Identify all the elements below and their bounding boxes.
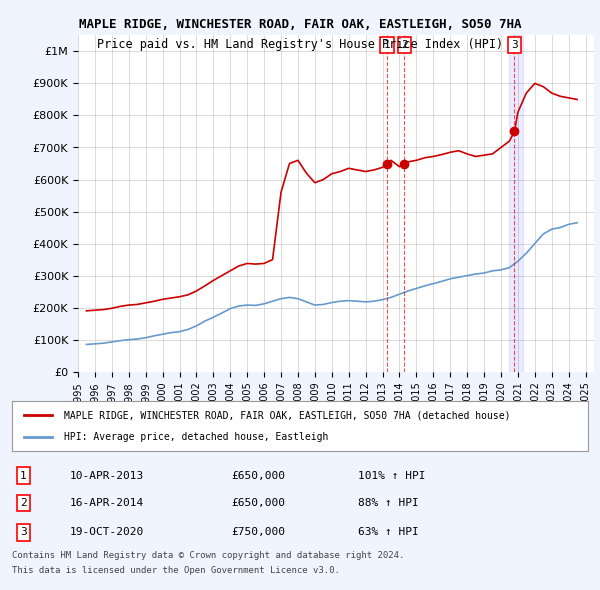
Text: This data is licensed under the Open Government Licence v3.0.: This data is licensed under the Open Gov…: [12, 566, 340, 575]
Text: Price paid vs. HM Land Registry's House Price Index (HPI): Price paid vs. HM Land Registry's House …: [97, 38, 503, 51]
Text: 2: 2: [20, 498, 27, 508]
Text: £750,000: £750,000: [231, 527, 285, 537]
Bar: [509, 35, 523, 372]
Text: MAPLE RIDGE, WINCHESTER ROAD, FAIR OAK, EASTLEIGH, SO50 7HA (detached house): MAPLE RIDGE, WINCHESTER ROAD, FAIR OAK, …: [64, 410, 511, 420]
Text: MAPLE RIDGE, WINCHESTER ROAD, FAIR OAK, EASTLEIGH, SO50 7HA: MAPLE RIDGE, WINCHESTER ROAD, FAIR OAK, …: [79, 18, 521, 31]
Text: £650,000: £650,000: [231, 471, 285, 480]
Text: 63% ↑ HPI: 63% ↑ HPI: [358, 527, 418, 537]
Text: 16-APR-2014: 16-APR-2014: [70, 498, 144, 508]
Text: 19-OCT-2020: 19-OCT-2020: [70, 527, 144, 537]
Text: 1: 1: [384, 40, 391, 50]
Text: 3: 3: [20, 527, 27, 537]
Text: 10-APR-2013: 10-APR-2013: [70, 471, 144, 480]
Text: 88% ↑ HPI: 88% ↑ HPI: [358, 498, 418, 508]
Text: £650,000: £650,000: [231, 498, 285, 508]
Text: HPI: Average price, detached house, Eastleigh: HPI: Average price, detached house, East…: [64, 432, 328, 442]
Text: 101% ↑ HPI: 101% ↑ HPI: [358, 471, 425, 480]
Text: 2: 2: [401, 40, 408, 50]
Text: 1: 1: [20, 471, 27, 480]
Text: Contains HM Land Registry data © Crown copyright and database right 2024.: Contains HM Land Registry data © Crown c…: [12, 550, 404, 559]
Text: 3: 3: [511, 40, 518, 50]
